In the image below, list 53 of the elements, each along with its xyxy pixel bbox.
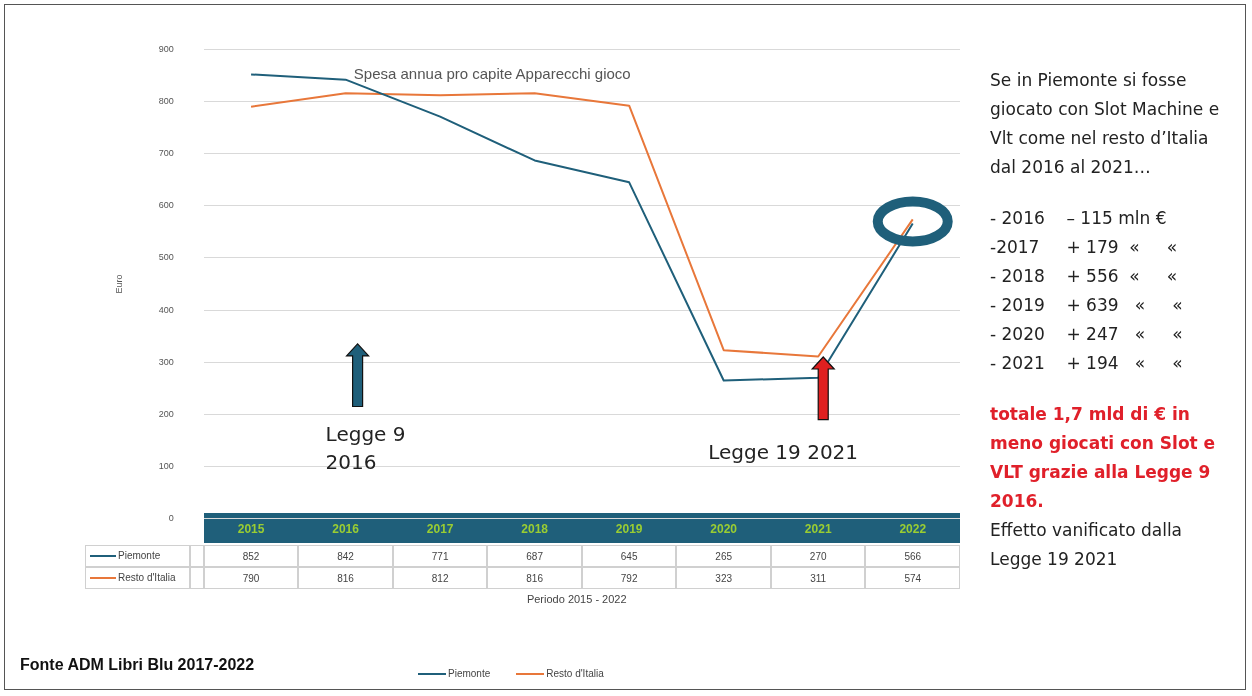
x-tick-label: 2015 bbox=[237, 522, 265, 537]
text: - 2020 + 247 « « bbox=[990, 323, 1184, 346]
y-tick-label: 200 bbox=[158, 408, 174, 419]
y-tick-label: 300 bbox=[158, 356, 174, 367]
x-tick-label: 2022 bbox=[899, 522, 927, 537]
data-label: 270 bbox=[770, 544, 866, 567]
data-label: 852 bbox=[203, 544, 299, 567]
x-tick-label: 2017 bbox=[426, 522, 454, 537]
data-label: 574 bbox=[865, 566, 960, 589]
data-label: 816 bbox=[298, 566, 393, 589]
x-tick-label: 2018 bbox=[521, 522, 549, 537]
x-tick-label: 2016 bbox=[332, 522, 360, 537]
data-label: 566 bbox=[865, 544, 960, 567]
legend-label: Resto d'Italia bbox=[118, 571, 176, 586]
y-tick-label: 700 bbox=[158, 148, 174, 159]
data-label: 790 bbox=[203, 566, 299, 589]
y-tick-label: 500 bbox=[158, 252, 174, 263]
x-tick-label: 2020 bbox=[710, 522, 738, 537]
text: Periodo 2015 - 2022 bbox=[526, 592, 627, 605]
y-tick-label: 800 bbox=[158, 96, 174, 107]
data-label: 323 bbox=[676, 566, 771, 589]
y-tick-label: 900 bbox=[158, 43, 174, 54]
text: - 2019 + 639 « « bbox=[990, 294, 1184, 317]
data-label: 842 bbox=[298, 544, 393, 567]
data-label: 687 bbox=[487, 544, 582, 567]
data-label: 265 bbox=[676, 544, 771, 567]
text: - 2021 + 194 « « bbox=[990, 352, 1184, 375]
y-tick-label: 400 bbox=[158, 304, 174, 315]
data-label: 311 bbox=[770, 566, 866, 589]
data-label: 812 bbox=[392, 566, 488, 589]
x-tick-label: 2021 bbox=[804, 522, 832, 537]
y-tick-label: 0 bbox=[168, 513, 174, 524]
text: Se in Piemonte si fosse giocato con Slot Machine e Vlt come nel resto d’Italia dal 2016 al 2021… bbox=[990, 69, 1221, 179]
data-label: 645 bbox=[581, 544, 677, 567]
data-label: 816 bbox=[487, 566, 582, 589]
legend-label: Piemonte bbox=[118, 549, 161, 564]
text: Piemonte bbox=[448, 668, 491, 679]
text: Effetto vanificato dalla Legge 19 2021 bbox=[990, 519, 1184, 571]
text: -2017 + 179 « « bbox=[990, 236, 1179, 259]
text: Resto d'Italia bbox=[546, 668, 604, 679]
data-label: 792 bbox=[581, 566, 677, 589]
data-label: 771 bbox=[392, 544, 488, 567]
x-tick-label: 2019 bbox=[615, 522, 643, 537]
text: Spesa annua pro capite Apparecchi gioco bbox=[353, 64, 631, 82]
annotation: Legge 19 2021 bbox=[708, 440, 859, 465]
y-axis-title: Euro bbox=[113, 274, 124, 294]
source-note: Fonte ADM Libri Blu 2017-2022 bbox=[20, 656, 255, 674]
text: - 2018 + 556 « « bbox=[990, 265, 1179, 288]
text: - 2016 – 115 mln € bbox=[990, 207, 1168, 230]
y-tick-label: 600 bbox=[158, 200, 174, 211]
annotation: Legge 9 2016 bbox=[325, 420, 407, 476]
text: totale 1,7 mld di € in meno giocati con Slot e VLT grazie alla Legge 9 2016. bbox=[990, 403, 1217, 513]
y-tick-label: 100 bbox=[158, 460, 174, 471]
